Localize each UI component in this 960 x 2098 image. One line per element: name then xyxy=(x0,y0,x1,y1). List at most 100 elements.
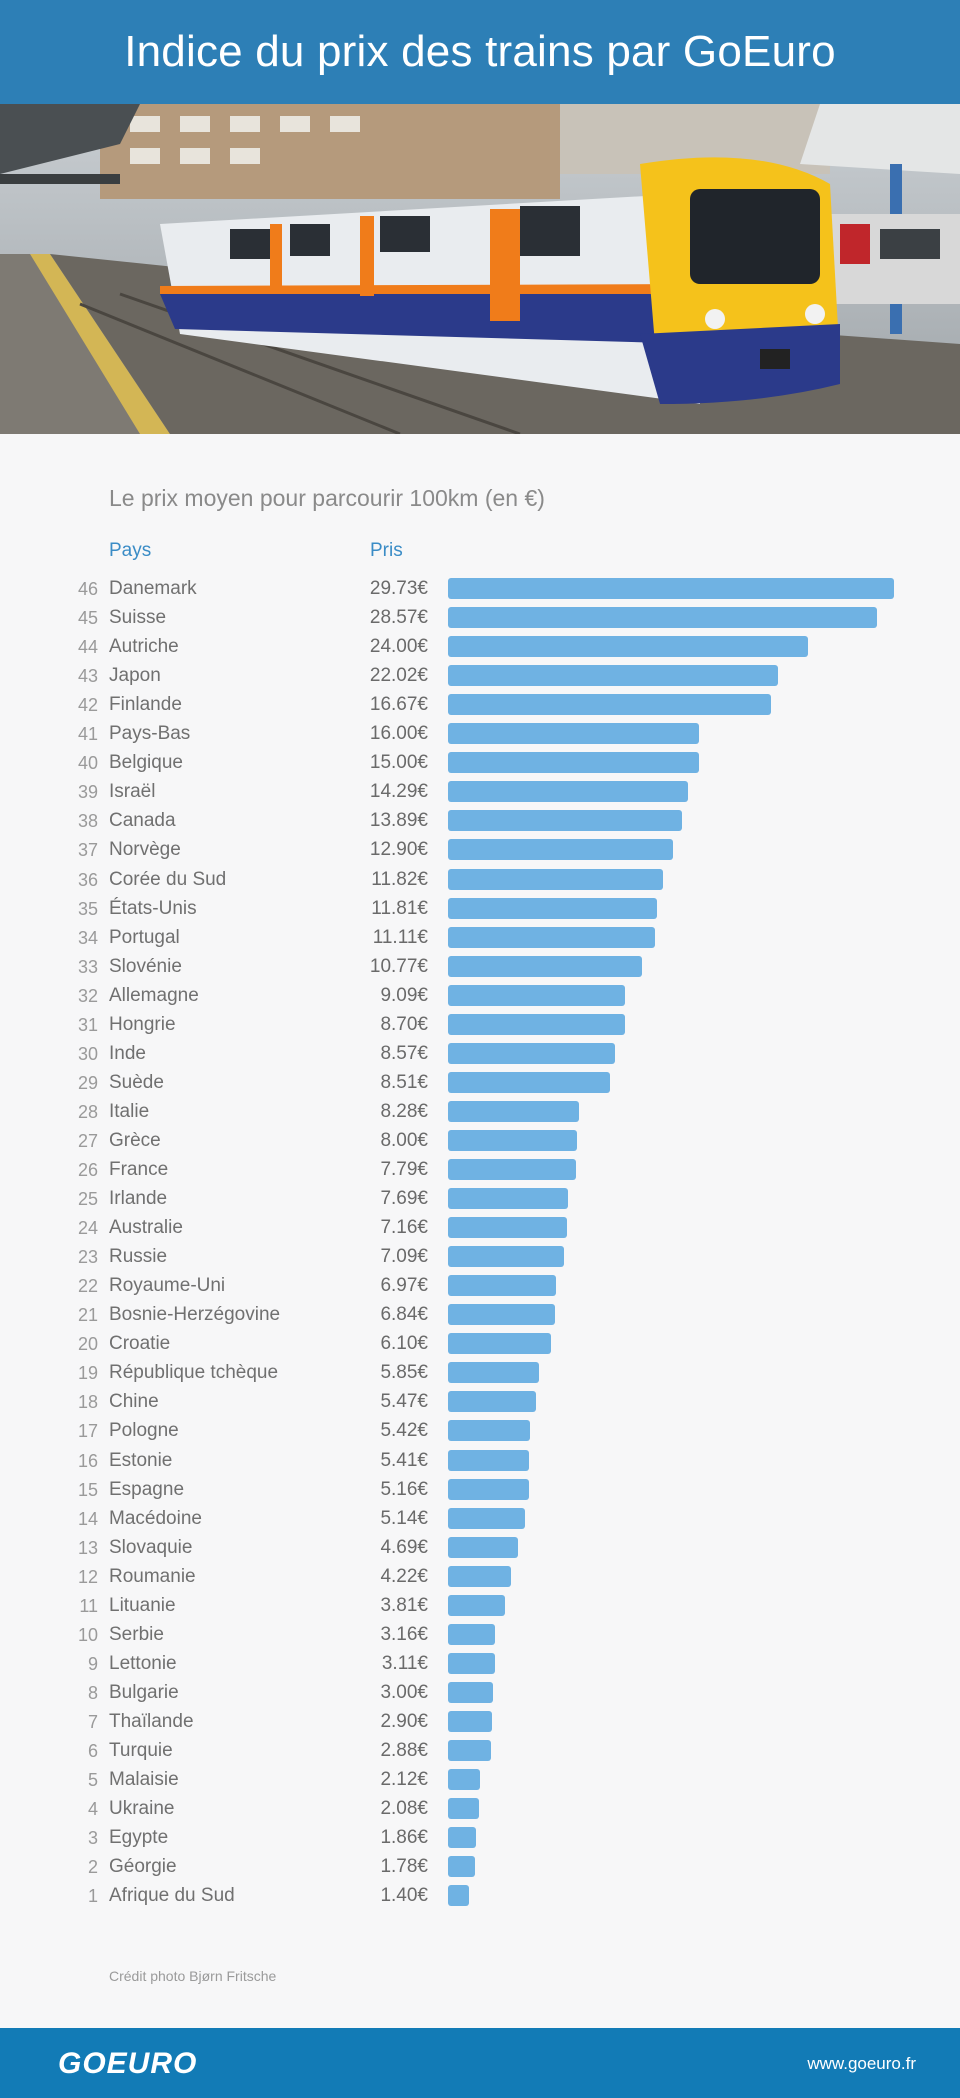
rank-label: 26 xyxy=(77,1160,98,1180)
country-label: Slovénie xyxy=(109,955,182,977)
price-bar xyxy=(448,1275,556,1297)
price-bar xyxy=(448,955,642,977)
chart-row: 29 Suède 8.51€ xyxy=(0,1069,960,1098)
chart-row: 31 Hongrie 8.70€ xyxy=(0,1011,960,1040)
country-label: Croatie xyxy=(109,1333,171,1355)
price-bar xyxy=(448,1129,577,1151)
price-label: 2.88€ xyxy=(380,1740,428,1761)
rank-label: 15 xyxy=(77,1479,98,1500)
price-label: 3.00€ xyxy=(380,1681,428,1703)
price-label: 7.16€ xyxy=(380,1217,428,1239)
price-bar xyxy=(448,868,663,890)
rank-label: 20 xyxy=(77,1334,98,1355)
country-label: États-Unis xyxy=(109,897,197,919)
country-label: Malaisie xyxy=(109,1769,179,1791)
price-label: 3.16€ xyxy=(380,1623,428,1645)
country-label: Lettonie xyxy=(109,1652,177,1674)
column-header-country: Pays xyxy=(109,540,152,561)
price-bar xyxy=(448,810,682,832)
chart-row: 4 Ukraine 2.08€ xyxy=(0,1795,960,1824)
goeuro-logo[interactable]: GOEURO xyxy=(58,2047,198,2080)
price-label: 2.90€ xyxy=(380,1710,428,1732)
country-label: Egypte xyxy=(109,1827,169,1849)
train-photo xyxy=(0,104,960,434)
price-bar xyxy=(448,1478,529,1500)
country-label: Israël xyxy=(109,781,156,803)
rank-label: 38 xyxy=(77,811,98,832)
chart-row: 16 Estonie 5.41€ xyxy=(0,1447,960,1476)
chart-row: 39 Israël 14.29€ xyxy=(0,778,960,807)
chart-row: 6 Turquie 2.88€ xyxy=(0,1737,960,1766)
price-bar xyxy=(448,1827,476,1849)
price-label: 5.85€ xyxy=(380,1362,428,1384)
price-label: 29.73€ xyxy=(369,578,428,599)
rank-label: 19 xyxy=(77,1363,98,1384)
chart-row: 12 Roumanie 4.22€ xyxy=(0,1563,960,1592)
price-label: 6.10€ xyxy=(380,1333,428,1355)
country-label: Belgique xyxy=(109,752,183,774)
chart-row: 3 Egypte 1.86€ xyxy=(0,1824,960,1853)
price-bar xyxy=(448,1710,492,1732)
price-label: 24.00€ xyxy=(369,636,428,658)
price-label: 8.70€ xyxy=(380,1013,428,1035)
country-label: Corée du Sud xyxy=(109,868,227,890)
rank-label: 24 xyxy=(77,1218,98,1239)
chart-row: 33 Slovénie 10.77€ xyxy=(0,953,960,982)
price-bar xyxy=(448,1885,469,1907)
country-label: Macédoine xyxy=(109,1507,202,1529)
price-label: 6.84€ xyxy=(380,1304,428,1326)
rank-label: 25 xyxy=(77,1189,98,1210)
chart-row: 45 Suisse 28.57€ xyxy=(0,604,960,633)
header-banner: Indice du prix des trains par GoEuro xyxy=(0,0,960,104)
train-photo-illustration xyxy=(0,104,960,434)
price-label: 7.09€ xyxy=(380,1246,428,1268)
price-bar xyxy=(448,636,808,658)
rank-label: 43 xyxy=(77,666,98,687)
website-link[interactable]: www.goeuro.fr xyxy=(807,2054,916,2073)
rank-label: 34 xyxy=(77,927,98,948)
chart-row: 1 Afrique du Sud 1.40€ xyxy=(0,1882,960,1911)
chart-row: 28 Italie 8.28€ xyxy=(0,1098,960,1127)
country-label: Turquie xyxy=(109,1740,173,1761)
rank-label: 1 xyxy=(87,1886,98,1907)
rank-label: 27 xyxy=(77,1130,98,1151)
chart-row: 9 Lettonie 3.11€ xyxy=(0,1650,960,1679)
chart-row: 44 Autriche 24.00€ xyxy=(0,633,960,662)
rank-label: 45 xyxy=(77,608,98,629)
rank-label: 41 xyxy=(77,724,98,745)
price-bar xyxy=(448,1681,493,1703)
rank-label: 33 xyxy=(77,956,98,977)
chart-row: 40 Belgique 15.00€ xyxy=(0,749,960,778)
price-label: 11.11€ xyxy=(372,926,428,948)
chart-row: 46 Danemark 29.73€ xyxy=(0,575,960,604)
rank-label: 8 xyxy=(87,1682,98,1703)
country-label: Slovaquie xyxy=(109,1536,193,1558)
price-label: 1.40€ xyxy=(380,1885,428,1907)
country-label: Inde xyxy=(109,1042,146,1064)
country-label: Royaume-Uni xyxy=(109,1275,226,1297)
price-bar xyxy=(448,1071,610,1093)
chart-row: 27 Grèce 8.00€ xyxy=(0,1127,960,1156)
country-label: France xyxy=(109,1159,169,1180)
chart-row: 5 Malaisie 2.12€ xyxy=(0,1766,960,1795)
country-label: Bosnie-Herzégovine xyxy=(109,1304,281,1326)
chart-row: 38 Canada 13.89€ xyxy=(0,807,960,836)
price-label: 8.00€ xyxy=(380,1129,428,1151)
price-label: 8.28€ xyxy=(380,1100,428,1122)
rank-label: 40 xyxy=(77,753,98,774)
chart-row: 2 Géorgie 1.78€ xyxy=(0,1853,960,1882)
price-label: 22.02€ xyxy=(369,665,428,687)
price-label: 12.90€ xyxy=(369,839,428,861)
country-label: Géorgie xyxy=(109,1856,177,1878)
rank-label: 44 xyxy=(77,637,98,658)
rank-label: 3 xyxy=(87,1828,98,1849)
rank-label: 37 xyxy=(77,840,98,861)
chart-row: 7 Thaïlande 2.90€ xyxy=(0,1708,960,1737)
price-bar xyxy=(448,723,699,745)
price-bar xyxy=(448,1623,495,1645)
price-label: 11.81€ xyxy=(371,897,428,919)
country-label: Suède xyxy=(109,1071,164,1093)
price-bar xyxy=(448,1333,551,1355)
rank-label: 46 xyxy=(77,579,98,599)
chart-row: 19 République tchèque 5.85€ xyxy=(0,1359,960,1388)
